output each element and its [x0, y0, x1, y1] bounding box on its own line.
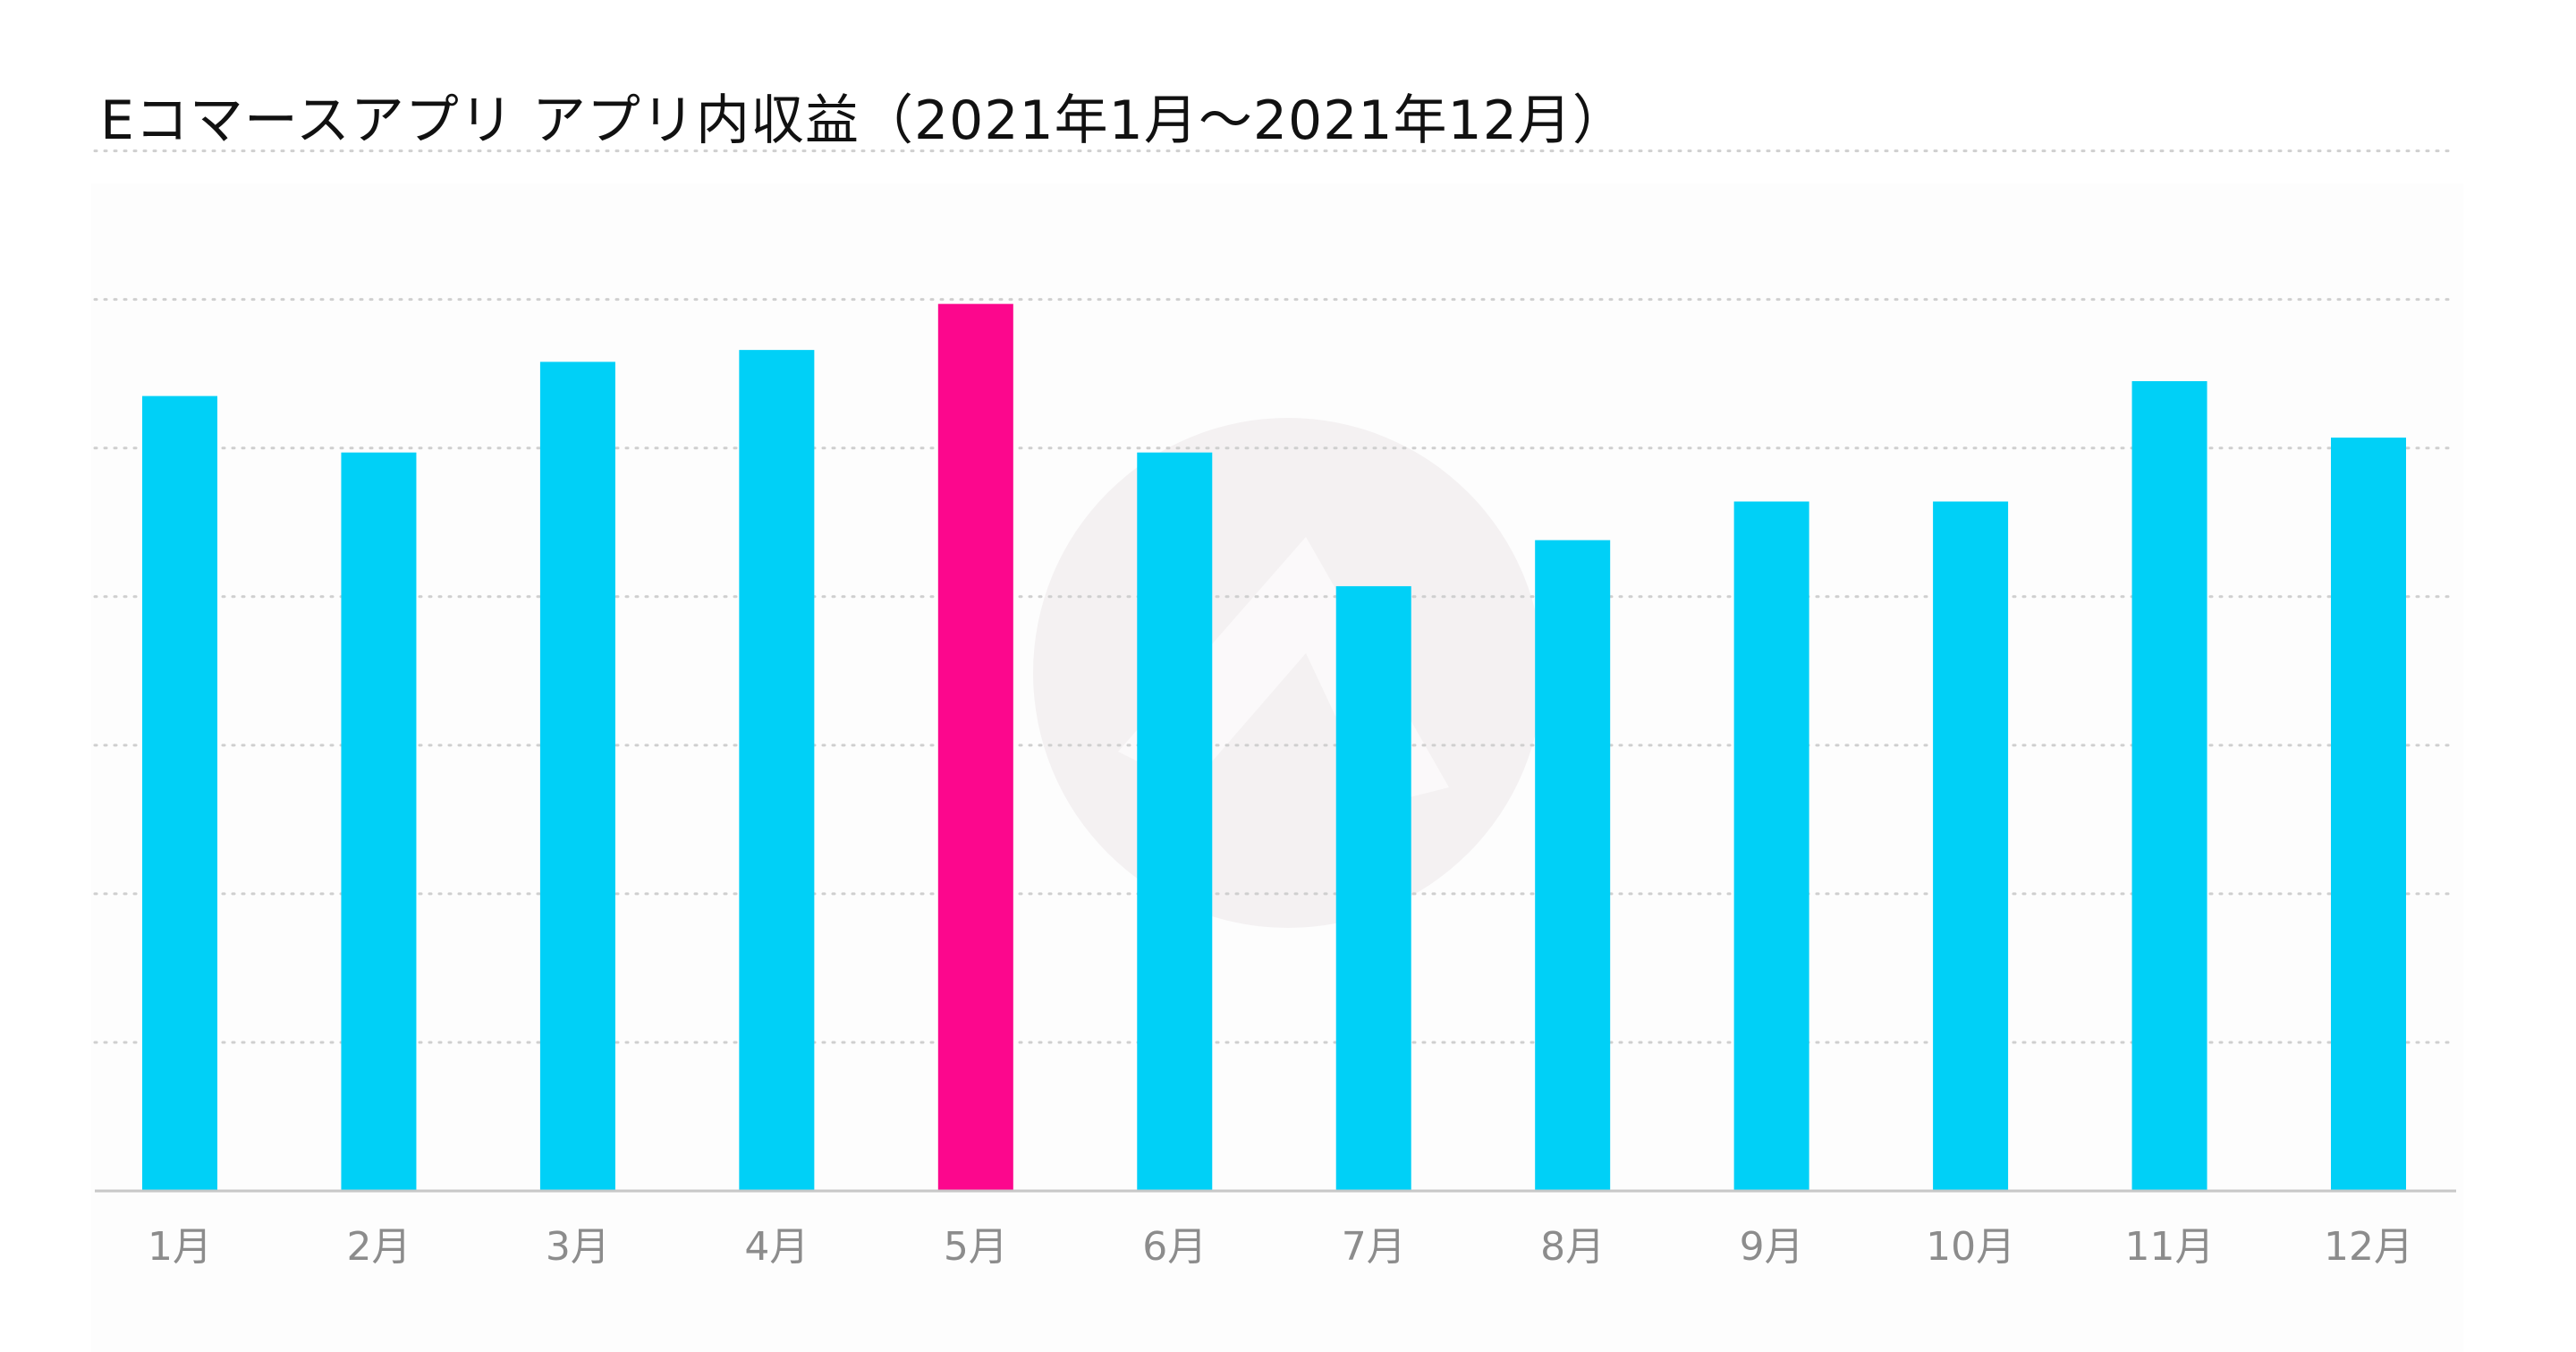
x-tick-label-8: 8月: [1540, 1224, 1605, 1270]
x-tick-labels: 1月 2月 3月 4月 5月 6月 7月 8月 9月 10月 11月 12月: [148, 1224, 2413, 1270]
x-tick-label-12: 12月: [2324, 1224, 2413, 1270]
gridlines: [93, 149, 2458, 1044]
watermark-logo: [1033, 418, 1543, 928]
x-tick-label-3: 3月: [546, 1224, 610, 1270]
chart-title: Eコマースアプリ アプリ内収益（2021年1月〜2021年12月）: [100, 89, 1627, 152]
bar-9: [1733, 501, 1809, 1191]
x-tick-label-6: 6月: [1142, 1224, 1207, 1270]
bar-11: [2131, 380, 2207, 1192]
bar-8: [1535, 540, 1611, 1191]
bar-10: [1933, 501, 2009, 1191]
bar-7: [1335, 586, 1411, 1191]
x-tick-label-1: 1月: [148, 1224, 212, 1270]
bar-5: [937, 303, 1013, 1191]
x-tick-label-10: 10月: [1926, 1224, 2015, 1270]
x-tick-label-5: 5月: [944, 1224, 1008, 1270]
bar-6: [1137, 452, 1213, 1191]
bar-4: [739, 350, 815, 1192]
bar-3: [539, 361, 615, 1191]
x-tick-label-4: 4月: [744, 1224, 809, 1270]
bar-2: [341, 452, 417, 1191]
x-tick-label-2: 2月: [346, 1224, 411, 1270]
x-tick-label-11: 11月: [2125, 1224, 2215, 1270]
x-tick-label-7: 7月: [1342, 1224, 1406, 1270]
bar-12: [2331, 438, 2406, 1191]
bars: [142, 303, 2406, 1192]
bar-1: [142, 395, 217, 1191]
x-tick-label-9: 9月: [1740, 1224, 1804, 1270]
